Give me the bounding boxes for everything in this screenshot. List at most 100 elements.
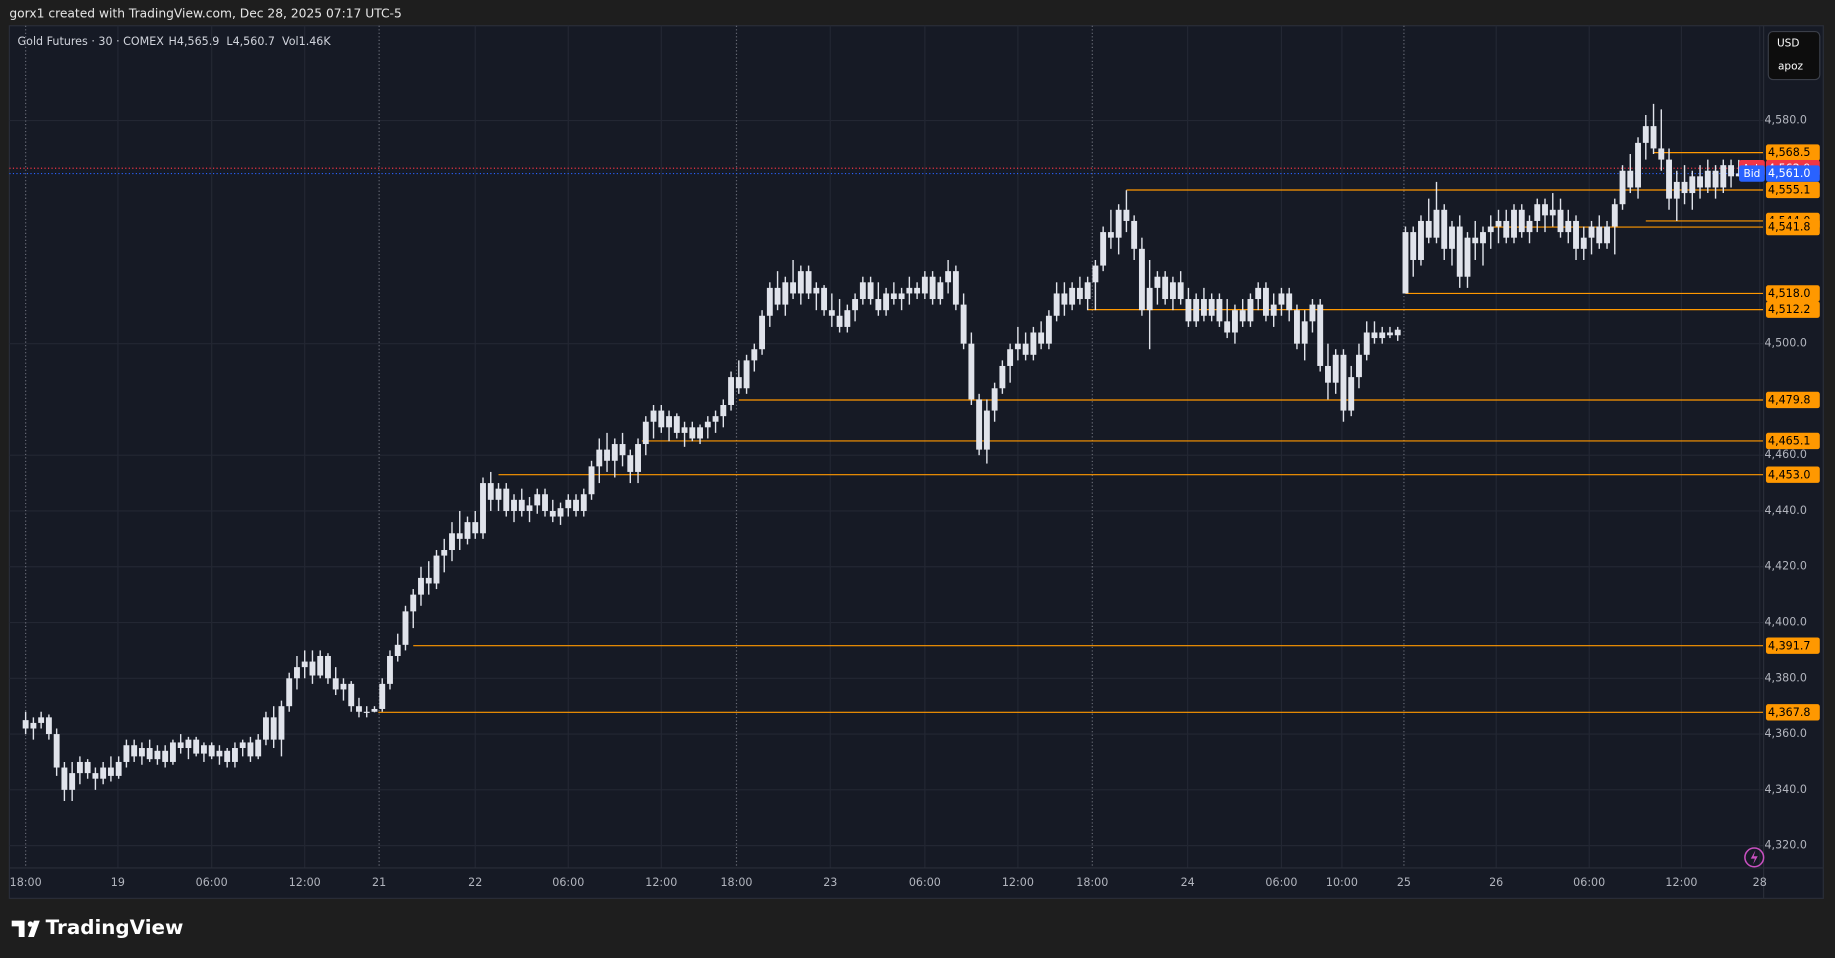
candle-body [317,655,324,676]
candle-body [456,533,463,539]
y-tick-label: 4,320.0 [1764,839,1806,852]
candle-body [1107,232,1114,238]
candle-body [1433,209,1440,238]
candle-body [294,667,300,679]
candle-body [193,739,200,754]
x-tick-label: 26 [1489,876,1503,889]
candle-body [1402,232,1409,294]
candle-body [844,310,851,327]
level-label: 4,367.8 [1768,706,1810,719]
currency-box[interactable] [1767,30,1821,81]
candle-body [441,550,448,556]
candle-body [1162,276,1169,300]
candle-body [1294,310,1300,344]
candle-body [836,315,843,327]
candle-body [1619,170,1626,205]
candle-body [425,577,432,584]
candle-body [115,761,122,776]
candle-body [1526,220,1533,233]
candle-body [1456,226,1463,277]
candle-body [650,410,657,422]
candle-body [1169,282,1176,300]
candle-body [1689,176,1696,194]
candle-body [1286,293,1293,311]
candle-body [53,734,60,768]
candle-body [983,410,990,450]
candle-body [472,522,479,534]
x-tick-label: 06:00 [909,876,941,889]
candle-body [348,683,355,707]
level-label: 4,541.8 [1768,221,1810,234]
level-label-box [1765,704,1820,721]
level-label: 4,518.0 [1768,287,1810,300]
candle-body [30,722,37,729]
candle-body [1239,310,1246,322]
candle-body [356,706,362,712]
candle-body [1495,220,1502,227]
candle-body [1076,287,1083,300]
candle-body [813,287,820,294]
candle-body [1053,293,1060,316]
candle-body [1697,176,1703,188]
candle-body [340,683,347,690]
x-tick-label: 23 [823,876,837,889]
levels [9,152,1764,713]
candle-body [22,720,29,729]
candle-body [239,742,246,749]
candle-body [1549,209,1556,216]
candle-body [100,767,107,779]
candle-body [1045,315,1052,344]
alert-icon[interactable] [1744,847,1765,868]
candle-body [782,282,789,305]
y-tick-label: 4,440.0 [1764,504,1806,517]
candle-body [1371,332,1378,339]
candle-body [549,510,556,517]
candle-body [1278,293,1285,305]
candle-body [937,282,944,300]
chart-panel [8,25,1824,899]
candle-body [1262,287,1269,316]
candle-body [921,276,928,294]
candle-body [1464,237,1471,277]
level-label: 4,555.1 [1768,184,1810,197]
candle-body [1247,299,1254,322]
candle-body [1735,173,1742,177]
candle-body [1511,209,1517,238]
candle-body [138,748,145,757]
x-tick-label: 10:00 [1326,876,1358,889]
candle-body [1332,354,1339,383]
candle-body [1588,226,1595,238]
candle-body [1627,170,1634,188]
candle-body [1704,170,1711,188]
candle-body [658,410,665,428]
unit: apoz [1778,61,1804,73]
candle-body [720,405,727,417]
candle-body [503,488,510,511]
candle-body [224,750,231,762]
candle-body [542,494,548,511]
candle-body [162,750,169,762]
candle-body [1146,287,1153,311]
candle-body [1100,232,1107,266]
candle-body [1472,237,1479,244]
legend-symbol: Gold Futures · 30 · COMEX [18,35,165,48]
candle-body [1309,304,1316,322]
candle-body [309,661,316,676]
candle-body [728,377,735,406]
candle-body [255,739,262,757]
candle-body [1658,148,1665,160]
x-tick-label: 12:00 [1002,876,1034,889]
y-tick-label: 4,420.0 [1764,560,1806,573]
y-tick-label: 4,360.0 [1764,727,1806,740]
candle-body [495,488,502,500]
candle-body [185,739,192,749]
bid-tag-box [1739,165,1765,182]
candle-body [1200,299,1207,316]
candle-body [867,282,874,300]
candle-body [875,299,882,311]
candle-body [1138,248,1145,311]
candle-body [1441,209,1448,249]
level-label-box [1765,432,1820,450]
brand-logo-dot [27,921,34,927]
